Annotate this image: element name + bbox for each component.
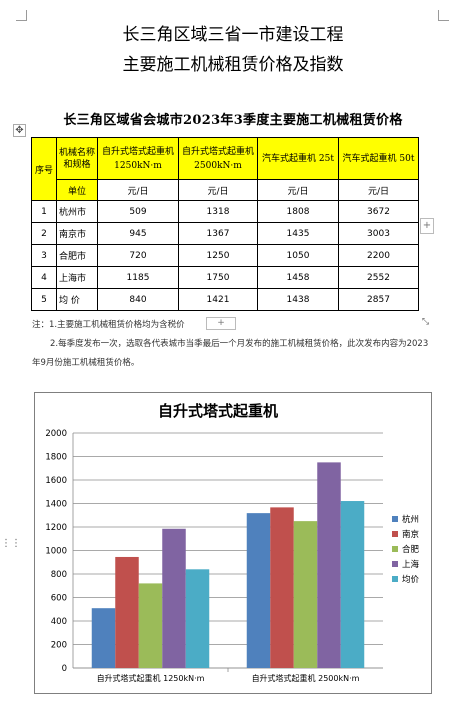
- header-category-1: 自升式塔式起重机 1250kN·m: [97, 137, 179, 180]
- table-row: 4 上海市 1185 1750 1458 2552: [31, 266, 419, 289]
- y-tick-label: 0: [62, 664, 67, 674]
- header-category-2: 自升式塔式起重机 2500kN·m: [178, 137, 258, 180]
- x-tick-label: 自升式塔式起重机 1250kN·m: [97, 673, 205, 683]
- table-row: 3 合肥市 720 1250 1050 2200: [31, 244, 419, 267]
- row-value: 1435: [257, 222, 339, 245]
- y-tick-label: 1200: [45, 523, 67, 533]
- unit-cell: 元/日: [178, 179, 258, 201]
- legend-swatch: [392, 561, 398, 567]
- bar: [162, 528, 186, 668]
- add-row-plus-icon[interactable]: +: [420, 218, 434, 234]
- y-tick-label: 2000: [45, 429, 67, 439]
- row-value: 1750: [178, 266, 258, 289]
- row-city: 杭州市: [56, 200, 98, 223]
- chart-frame[interactable]: 自升式塔式起重机 0 200 400 600 800 1000 1200 1400 1600 180…: [34, 392, 432, 694]
- unit-cell: 元/日: [338, 179, 419, 201]
- table-resize-icon[interactable]: ⤡: [421, 317, 430, 327]
- legend-entry: 上海: [402, 559, 420, 570]
- document-title-line1: 长三角区域三省一市建设工程: [122, 25, 344, 45]
- row-value: 1050: [257, 244, 339, 267]
- legend-entry: 均价: [402, 574, 420, 585]
- header-machine-name: 机械名称和规格: [56, 137, 98, 180]
- page-corner-top-left: [16, 10, 27, 21]
- row-seq: 5: [31, 288, 57, 311]
- bar: [270, 507, 294, 668]
- table-row: 5 均 价 840 1421 1438 2857: [31, 288, 419, 311]
- header-unit-label: 单位: [56, 179, 98, 201]
- legend-swatch: [392, 516, 398, 522]
- y-tick-label: 400: [51, 617, 67, 627]
- bar: [317, 462, 341, 668]
- row-value: 1808: [257, 200, 339, 223]
- bar-chart: 自升式塔式起重机 0 200 400 600 800 1000 1200 1400 1600 180…: [45, 402, 420, 683]
- row-city: 均 价: [56, 288, 98, 311]
- x-tick-label: 自升式塔式起重机 2500kN·m: [252, 673, 360, 683]
- chart-title: 自升式塔式起重机: [158, 402, 278, 420]
- y-tick-label: 600: [51, 594, 67, 604]
- header-seq: 序号: [31, 137, 57, 201]
- table-row: 2 南京市 945 1367 1435 3003: [31, 222, 419, 245]
- unit-cell: 元/日: [257, 179, 339, 201]
- row-value: 945: [97, 222, 179, 245]
- drag-grip-icon[interactable]: ⋮⋮: [1, 538, 21, 549]
- row-value: 3003: [338, 222, 419, 245]
- bar: [293, 521, 318, 668]
- legend-entry: 合肥: [402, 544, 420, 555]
- legend-swatch: [392, 576, 398, 582]
- header-category-4: 汽车式起重机 50t: [338, 137, 419, 180]
- row-value: 2200: [338, 244, 419, 267]
- row-city: 南京市: [56, 222, 98, 245]
- table-move-handle-icon[interactable]: ✥: [13, 124, 26, 137]
- legend-entry: 南京: [402, 529, 419, 540]
- legend-swatch: [392, 531, 398, 537]
- bar: [115, 556, 139, 668]
- row-city: 上海市: [56, 266, 98, 289]
- page-corner-top-right: [438, 10, 449, 21]
- y-tick-label: 1800: [45, 453, 67, 463]
- y-tick-label: 1400: [45, 500, 67, 510]
- bar: [185, 569, 210, 668]
- y-tick-label: 1000: [45, 547, 67, 557]
- row-seq: 1: [31, 200, 57, 223]
- y-tick-label: 1600: [45, 476, 67, 486]
- row-value: 509: [97, 200, 179, 223]
- table-row: 1 杭州市 509 1318 1808 3672: [31, 200, 419, 223]
- row-value: 3672: [338, 200, 419, 223]
- bar: [91, 608, 116, 668]
- row-value: 1421: [178, 288, 258, 311]
- row-seq: 3: [31, 244, 57, 267]
- legend-swatch: [392, 546, 398, 552]
- row-value: 1185: [97, 266, 179, 289]
- row-seq: 4: [31, 266, 57, 289]
- row-value: 1367: [178, 222, 258, 245]
- row-city: 合肥市: [56, 244, 98, 267]
- bar: [138, 583, 163, 668]
- row-value: 1250: [178, 244, 258, 267]
- row-value: 840: [97, 288, 179, 311]
- table-title: 长三角区域省会城市2023年3季度主要施工机械租赁价格: [63, 113, 403, 128]
- document-title-line2: 主要施工机械租赁价格及指数: [122, 55, 344, 75]
- row-seq: 2: [31, 222, 57, 245]
- bar: [246, 513, 271, 668]
- price-table: 序号 机械名称和规格 自升式塔式起重机 1250kN·m 自升式塔式起重机 25…: [31, 137, 419, 311]
- header-category-3: 汽车式起重机 25t: [257, 137, 339, 180]
- note-line-1: 注：1.主要施工机械租赁价格均为含税价: [32, 320, 185, 330]
- note-line-2: 2.每季度发布一次，选取各代表城市当季最后一个月发布的施工机械租赁价格，此次发布…: [32, 339, 429, 368]
- legend-entry: 杭州: [402, 514, 419, 525]
- add-column-plus-icon[interactable]: +: [206, 317, 236, 330]
- row-value: 1318: [178, 200, 258, 223]
- y-tick-label: 200: [51, 641, 67, 651]
- row-value: 1438: [257, 288, 339, 311]
- row-value: 2857: [338, 288, 419, 311]
- row-value: 720: [97, 244, 179, 267]
- row-value: 1458: [257, 266, 339, 289]
- row-value: 2552: [338, 266, 419, 289]
- unit-cell: 元/日: [97, 179, 179, 201]
- bar: [340, 501, 365, 668]
- y-tick-label: 800: [51, 570, 67, 580]
